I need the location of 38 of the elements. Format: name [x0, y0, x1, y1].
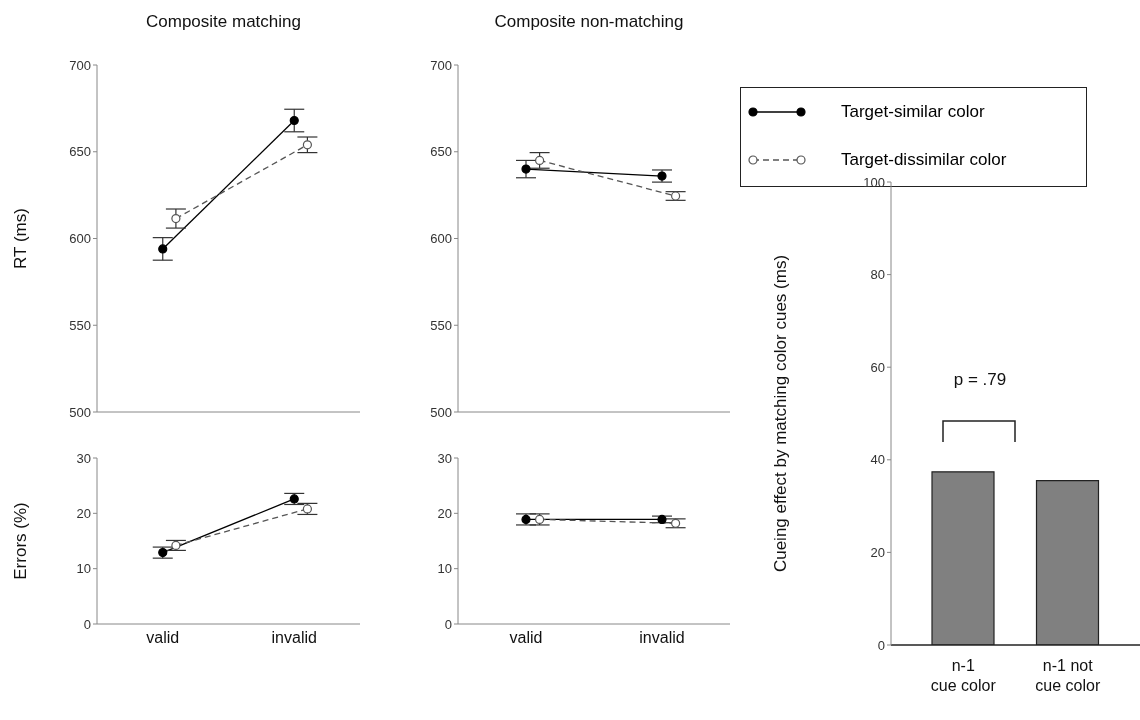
y-tick-label: 700 — [69, 57, 91, 73]
y-tick-label: 500 — [69, 404, 91, 420]
x-tick-label: invalid — [639, 629, 685, 647]
legend-label: Target-similar color — [841, 102, 985, 122]
y-tick-label: 30 — [76, 450, 91, 466]
y-tick-label: 650 — [430, 144, 452, 160]
y-axis-title: RT (ms) — [11, 208, 31, 269]
y-tick-label: 20 — [76, 505, 91, 521]
y-axis-title: Cueing effect by matching color cues (ms) — [771, 254, 791, 573]
y-tick-label: 60 — [870, 359, 885, 375]
chart-title: Composite matching — [145, 12, 302, 32]
y-tick-label: 650 — [69, 144, 91, 160]
y-tick-label: 0 — [83, 616, 91, 632]
chart-title: Composite non-matching — [493, 12, 685, 32]
x-tick-label: valid — [509, 629, 543, 647]
y-tick-label: 30 — [437, 450, 452, 466]
annotation: p = .79 — [952, 370, 1008, 390]
y-tick-label: 40 — [870, 452, 885, 468]
y-tick-label: 700 — [430, 57, 452, 73]
y-tick-label: 10 — [76, 561, 91, 577]
y-tick-label: 600 — [430, 231, 452, 247]
y-tick-label: 80 — [870, 267, 885, 283]
y-tick-label: 10 — [437, 561, 452, 577]
legend-label: Target-dissimilar color — [841, 150, 1007, 170]
x-tick-label: n-1 cue color — [930, 657, 997, 694]
y-tick-label: 550 — [430, 317, 452, 333]
y-axis-title: Errors (%) — [11, 502, 31, 580]
y-tick-label: 0 — [444, 616, 452, 632]
y-tick-label: 20 — [870, 545, 885, 561]
y-tick-label: 20 — [437, 505, 452, 521]
y-tick-label: 0 — [877, 637, 885, 653]
x-tick-label: invalid — [271, 629, 317, 647]
x-tick-label: valid — [146, 629, 180, 647]
y-tick-label: 550 — [69, 317, 91, 333]
x-tick-label: n-1 not cue color — [1035, 657, 1101, 694]
y-tick-label: 100 — [863, 174, 885, 190]
y-tick-label: 500 — [430, 404, 452, 420]
y-tick-label: 600 — [69, 231, 91, 247]
